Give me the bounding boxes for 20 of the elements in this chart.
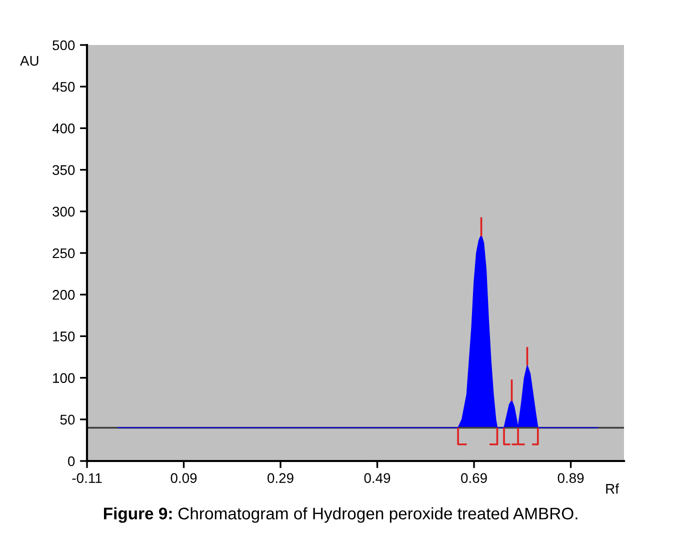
x-axis-title: Rf xyxy=(606,484,619,494)
x-tick-label: 0.09 xyxy=(170,473,197,484)
x-tick-label: -0.11 xyxy=(72,473,102,484)
y-tick-label: 350 xyxy=(52,165,75,175)
y-tick-label: 200 xyxy=(52,290,75,300)
y-tick-label: 100 xyxy=(53,373,75,383)
y-tick-label: 450 xyxy=(52,82,75,92)
x-tick-label: 0.69 xyxy=(461,473,487,484)
y-tick-label: 50 xyxy=(60,414,75,425)
y-tick-label: 150 xyxy=(53,332,75,342)
y-tick-label: 0 xyxy=(68,456,75,466)
x-tick-label: 0.29 xyxy=(268,473,294,484)
y-axis-title: AU xyxy=(20,56,38,66)
x-tick-label: 0.89 xyxy=(558,473,584,484)
y-tick-label: 400 xyxy=(52,124,75,134)
x-tick-label: 0.49 xyxy=(364,473,390,484)
y-tick-label: 300 xyxy=(52,206,75,217)
y-tick-label: 250 xyxy=(52,248,75,258)
y-tick-label: 500 xyxy=(52,40,75,50)
caption: Figure 9: Chromatogram of Hydrogen peroxide treated AMBRO. xyxy=(104,507,578,523)
